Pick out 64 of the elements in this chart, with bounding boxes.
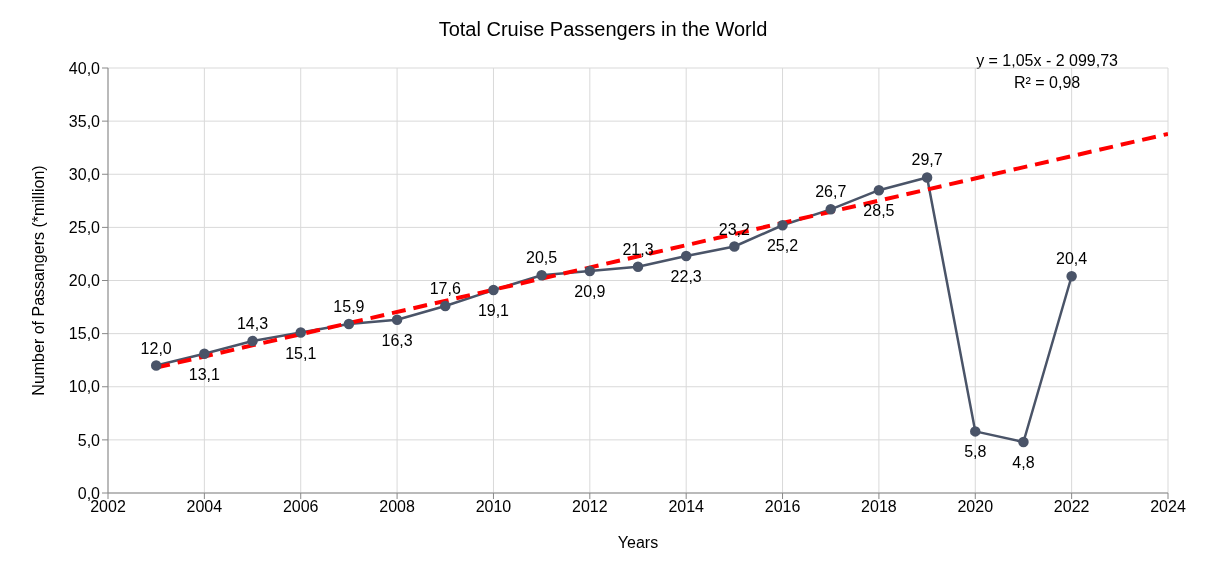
data-label: 4,8	[1012, 454, 1035, 471]
data-label: 17,6	[429, 280, 461, 297]
y-tick-label: 40,0	[68, 59, 101, 77]
data-label: 16,3	[381, 331, 413, 349]
data-label: 12,0	[140, 339, 172, 357]
data-label: 20,5	[526, 249, 558, 267]
data-label: 29,7	[911, 151, 943, 169]
point	[632, 261, 644, 272]
data-label: 13,1	[188, 365, 221, 383]
data-label: 20,9	[574, 282, 606, 300]
data-label: 19,1	[477, 302, 510, 320]
point	[199, 348, 210, 360]
point	[536, 269, 547, 281]
x-tick-label: 2010	[475, 498, 512, 516]
y-tick-label: 5,0	[77, 431, 101, 449]
point	[729, 241, 740, 252]
point	[825, 204, 836, 215]
y-tick-label: 20,0	[68, 272, 101, 290]
point	[1018, 436, 1029, 448]
x-tick-label: 2016	[764, 498, 801, 516]
y-tick-label: 30,0	[68, 165, 101, 183]
annotation: R² = 0,98	[1012, 73, 1082, 93]
point	[150, 360, 162, 371]
y-axis-title: Number of Passangers (*million)	[29, 165, 47, 396]
data-label: 22,3	[670, 268, 702, 286]
data-label: 23,2	[718, 220, 751, 238]
point	[247, 335, 258, 347]
point	[777, 220, 788, 231]
point	[440, 300, 451, 312]
y-tick-label: 25,0	[68, 219, 101, 237]
x-tick-label: 2004	[186, 498, 223, 516]
chart-title: Total Cruise Passengers in the World	[437, 17, 769, 42]
y-tick-label: 35,0	[68, 112, 101, 130]
y-tick-label: 10,0	[68, 378, 101, 396]
point	[680, 250, 692, 262]
point	[343, 318, 355, 330]
data-label: 5,8	[964, 443, 987, 461]
x-tick-label: 2018	[861, 498, 897, 516]
point	[488, 284, 499, 296]
y-tick-label: 15,0	[68, 325, 101, 343]
x-tick-label: 2022	[1053, 498, 1090, 516]
point	[921, 172, 933, 183]
data-label: 28,5	[863, 202, 895, 220]
data-label: 20,4	[1056, 250, 1088, 268]
point	[970, 426, 981, 437]
x-tick-label: 2012	[572, 498, 608, 516]
data-label: 14,3	[236, 315, 269, 333]
point	[584, 265, 596, 277]
x-tick-label: 2008	[379, 498, 415, 516]
data-label: 26,7	[815, 183, 847, 201]
x-tick-label: 2006	[282, 498, 319, 516]
x-tick-label: 2024	[1150, 498, 1186, 516]
point	[391, 314, 403, 326]
point	[1066, 271, 1077, 282]
x-tick-label: 2020	[957, 498, 994, 516]
data-label: 25,2	[766, 237, 799, 255]
data-label: 21,3	[622, 240, 654, 258]
data-label: 15,9	[333, 298, 365, 316]
x-tick-label: 2014	[668, 498, 705, 516]
data-label: 15,1	[285, 344, 317, 362]
point	[873, 184, 885, 196]
annotation: y = 1,05x - 2 099,73	[976, 51, 1118, 71]
point	[295, 327, 306, 338]
x-axis-title: Years	[617, 534, 659, 551]
